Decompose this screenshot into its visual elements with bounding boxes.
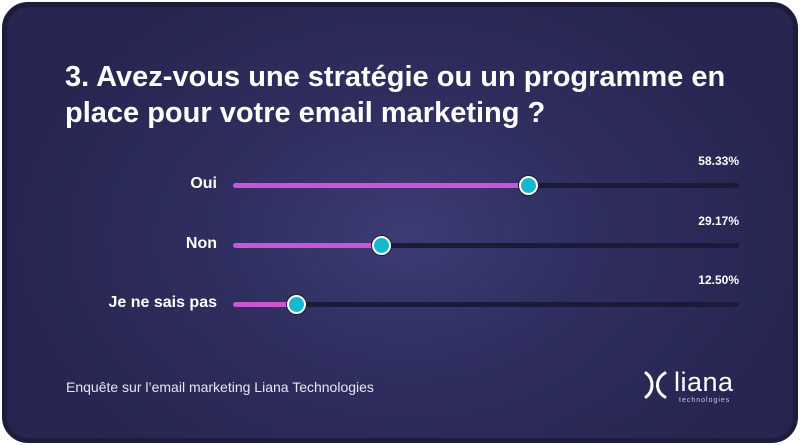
bar-row: 29.17% Non: [7, 214, 793, 274]
logo-wordmark: liana: [674, 367, 734, 397]
bar-category-label: Je ne sais pas: [108, 294, 217, 311]
bar-value-label: 29.17%: [698, 214, 739, 228]
bar-marker: [287, 295, 307, 314]
bar-marker: [371, 236, 391, 255]
logo-subtitle: technologies: [679, 397, 731, 404]
bar-marker: [519, 176, 539, 195]
bar-row: 58.33% Oui: [7, 154, 793, 214]
bar-value-label: 58.33%: [698, 154, 739, 168]
bar-track: [233, 236, 739, 255]
liana-logo: liana technologies: [643, 365, 743, 405]
bar-track: [233, 176, 739, 195]
footer-source: Enquête sur l’email marketing Liana Tech…: [66, 379, 374, 395]
bar-value-label: 12.50%: [698, 273, 739, 287]
chart-title: 3. Avez-vous une stratégie ou un program…: [65, 61, 726, 129]
bar-fill: [233, 183, 529, 188]
bar-row: 12.50% Je ne sais pas: [7, 273, 793, 333]
bar-category-label: Non: [185, 235, 217, 252]
bar-fill: [233, 243, 381, 248]
bar-track: [233, 295, 739, 314]
liana-mark-icon: [644, 371, 667, 399]
bar-fill: [233, 302, 297, 307]
bar-category-label: Oui: [190, 175, 217, 192]
